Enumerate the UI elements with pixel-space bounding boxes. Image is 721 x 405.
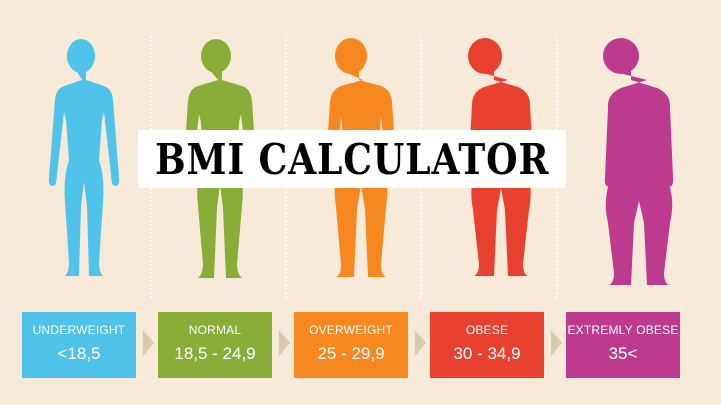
category-box-extremely-obese: EXTREMLY OBESE 35< [566,312,680,378]
arrow-right-icon [279,330,290,356]
arrow-right-icon [415,330,426,356]
category-box-normal: NORMAL 18,5 - 24,9 [158,312,272,378]
bmi-range: 35< [608,344,638,363]
bmi-range: 25 - 29,9 [317,344,385,363]
silhouette-icon [48,39,120,276]
bmi-range: <18,5 [57,344,101,363]
category-label: OVERWEIGHT [309,323,393,337]
extremely-obese-figure [566,34,676,302]
category-label: EXTREMLY OBESE [567,323,679,337]
arrow-right-icon [143,330,154,356]
category-box-obese: OBESE 30 - 34,9 [430,312,544,378]
bmi-range: 18,5 - 24,9 [174,344,256,363]
page-title: BMI CALCULATOR [154,134,550,184]
underweight-figure [26,34,136,302]
title-banner: BMI CALCULATOR [138,130,566,188]
category-label: NORMAL [188,323,242,337]
category-label: UNDERWEIGHT [32,323,126,337]
category-label: OBESE [465,323,509,337]
silhouette-icon [603,38,674,285]
bmi-range: 30 - 34,9 [453,344,521,363]
category-box-overweight: OVERWEIGHT 25 - 29,9 [294,312,408,378]
category-box-underweight: UNDERWEIGHT <18,5 [22,312,136,378]
arrow-right-icon [551,330,562,356]
